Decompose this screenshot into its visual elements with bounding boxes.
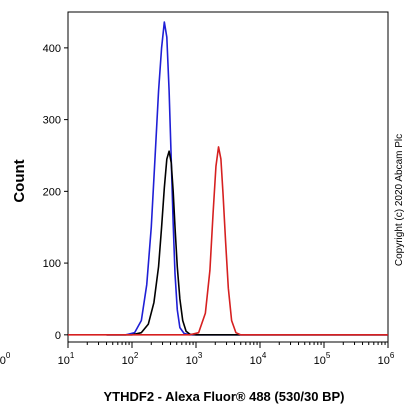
y-tick-label: 400 — [43, 43, 61, 55]
x-tick-label: 102 — [122, 351, 139, 367]
plot-area: 0 100 200 300 400 100 101 102 103 104 105 106 — [0, 11, 395, 367]
y-axis-ticks: 0 100 200 300 400 — [43, 43, 68, 342]
y-tick-label: 0 — [55, 330, 61, 342]
x-tick-label: 101 — [58, 351, 75, 367]
x-axis-title: YTHDF2 - Alexa Fluor® 488 (530/30 BP) — [103, 389, 344, 404]
y-tick-label: 100 — [43, 258, 61, 270]
y-tick-label: 200 — [43, 186, 61, 198]
x-tick-label: 100 — [0, 351, 11, 367]
y-tick-label: 300 — [43, 115, 61, 127]
x-tick-label: 103 — [186, 351, 203, 367]
x-tick-label: 104 — [250, 351, 267, 367]
series-line-1 — [106, 21, 388, 336]
y-axis-title: Count — [11, 159, 28, 202]
x-axis-ticks: 100 101 102 103 104 105 106 — [0, 342, 395, 367]
series-layer — [68, 21, 388, 336]
plot-frame — [67, 11, 389, 343]
series-line-2 — [106, 150, 388, 336]
copyright-note: Copyright (c) 2020 Abcam Plc — [394, 134, 405, 266]
x-tick-label: 105 — [314, 351, 331, 367]
series-line-3 — [68, 146, 388, 336]
x-tick-label: 106 — [378, 351, 395, 367]
